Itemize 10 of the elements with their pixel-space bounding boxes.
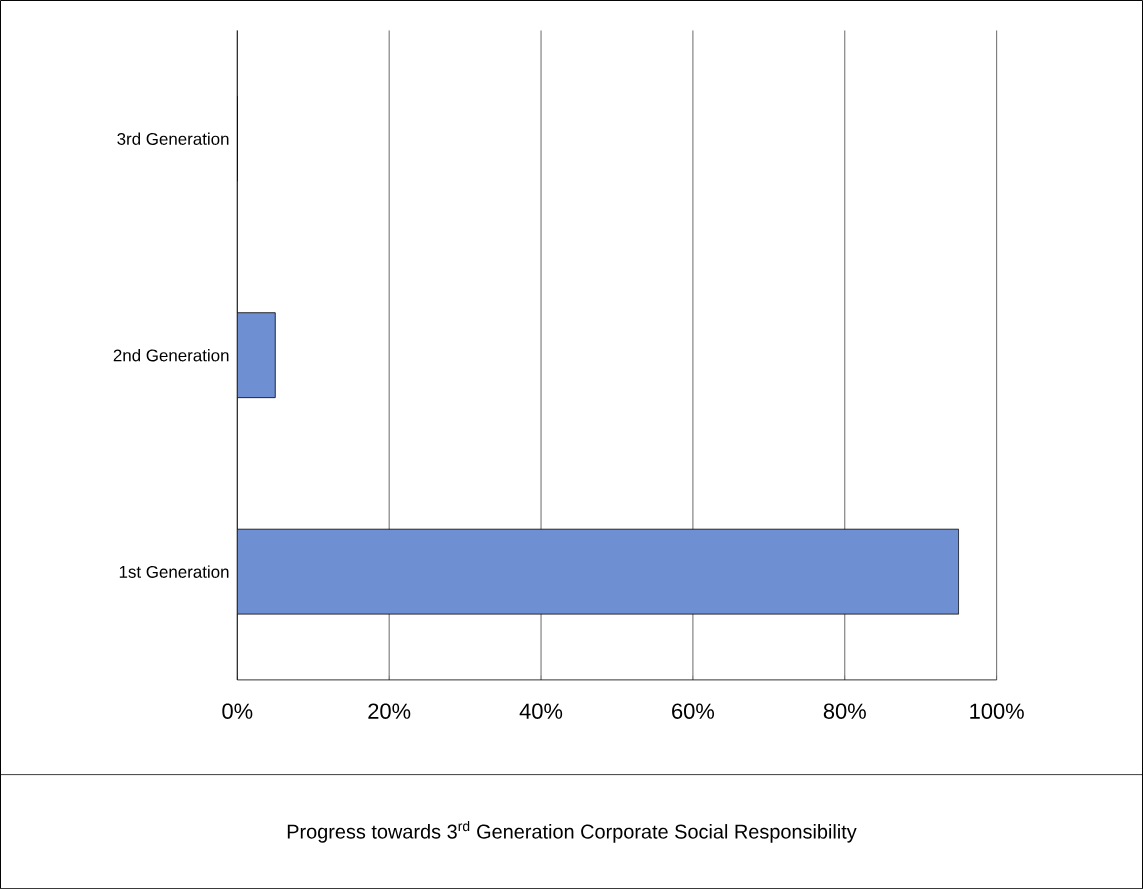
x-tick-label: 60%	[672, 703, 715, 719]
x-tick-label: 100%	[970, 703, 1024, 719]
x-tick-label: 80%	[823, 703, 866, 719]
x-tick-label: 20%	[368, 703, 411, 719]
y-tick-label: 3rd Generation	[117, 132, 229, 145]
text: Progress towards 3$^{rd}$ Generation Corporate Social Responsibility	[287, 820, 857, 843]
x-tick-label: 0%	[222, 703, 253, 719]
y-tick-label: 2nd Generation	[113, 348, 229, 362]
x-tick-label: 40%	[519, 703, 563, 719]
y-tick-label: 1st Generation	[119, 565, 229, 578]
